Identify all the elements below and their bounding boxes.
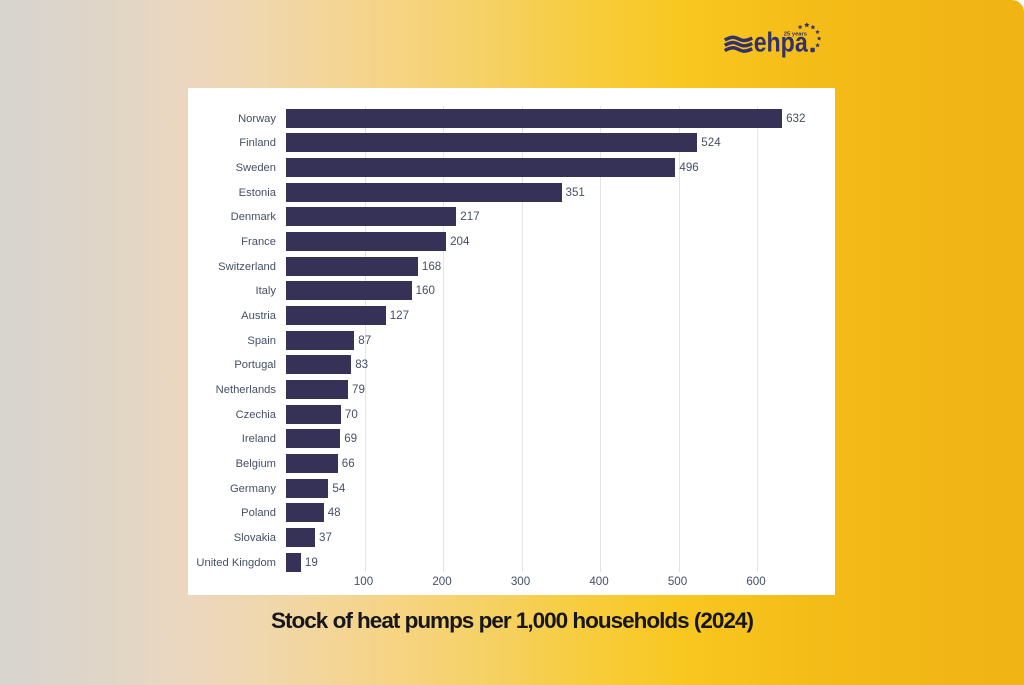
svg-text:25 years: 25 years bbox=[784, 31, 807, 37]
svg-text:ehpa: ehpa bbox=[754, 26, 808, 57]
